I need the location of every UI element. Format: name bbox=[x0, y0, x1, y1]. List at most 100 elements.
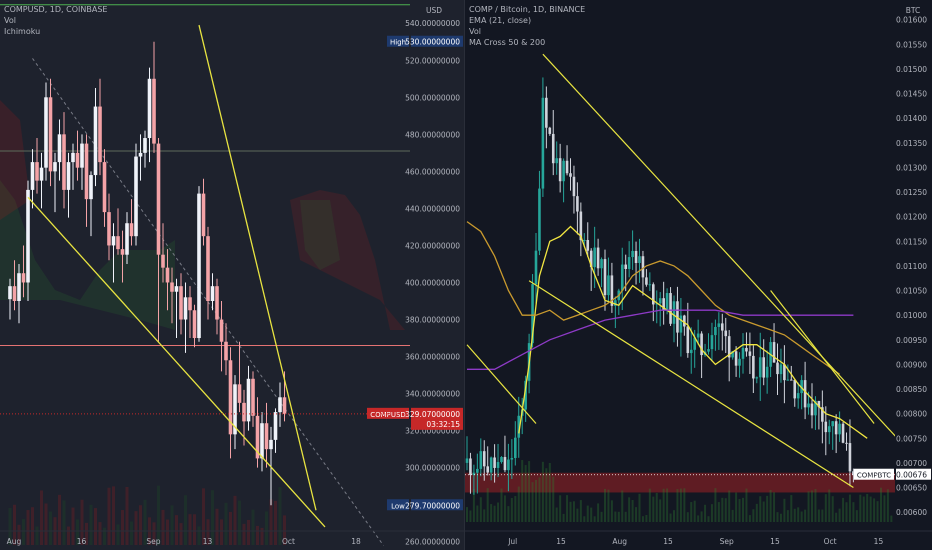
candle-body bbox=[548, 127, 552, 134]
candle-body bbox=[482, 451, 486, 467]
volume-bar bbox=[628, 497, 631, 522]
x-tick-label: Sep bbox=[720, 537, 734, 546]
x-tick-label: Oct bbox=[824, 537, 837, 546]
candle bbox=[710, 322, 714, 362]
candle-body bbox=[489, 457, 493, 473]
volume-bar bbox=[838, 508, 841, 522]
candle bbox=[707, 333, 710, 355]
candle bbox=[555, 141, 558, 175]
left-legend-vol[interactable]: Vol bbox=[4, 16, 16, 25]
left-chart-panel[interactable]: 260.00000000280.00000000300.00000000320.… bbox=[0, 0, 464, 550]
candle bbox=[75, 130, 80, 181]
candle-body bbox=[579, 211, 583, 241]
candle bbox=[39, 152, 44, 209]
candle-body bbox=[125, 223, 129, 255]
right-legend-ema[interactable]: EMA (21, close) bbox=[469, 16, 532, 25]
volume-bar bbox=[869, 496, 872, 522]
volume-bar bbox=[593, 516, 596, 522]
candle-body bbox=[714, 326, 717, 336]
candle bbox=[26, 180, 30, 301]
candle-body bbox=[607, 275, 610, 296]
volume-bar bbox=[638, 493, 641, 522]
volume-bar bbox=[26, 510, 30, 545]
candle-body bbox=[686, 326, 690, 354]
volume-bar bbox=[752, 509, 755, 522]
candle bbox=[93, 88, 98, 187]
candle bbox=[107, 193, 111, 261]
volume-bar bbox=[669, 513, 672, 522]
candle bbox=[724, 317, 728, 353]
candle-body bbox=[66, 162, 71, 190]
candle-body bbox=[803, 380, 807, 408]
candle-body bbox=[603, 259, 607, 296]
left-legend-symbol[interactable]: COMPUSD, 1D, COINBASE bbox=[4, 5, 108, 14]
volume-bar bbox=[283, 515, 286, 545]
candle-body bbox=[731, 351, 734, 358]
volume-bar bbox=[572, 501, 575, 522]
candle bbox=[57, 119, 62, 181]
candle-body bbox=[269, 439, 273, 450]
candle-body bbox=[683, 315, 686, 327]
panel-divider[interactable] bbox=[464, 0, 465, 550]
y-tick-label: 0.00800 bbox=[896, 410, 927, 419]
candle-body bbox=[662, 298, 665, 310]
candle bbox=[129, 199, 134, 246]
volume-bar bbox=[873, 498, 876, 522]
volume-bar bbox=[260, 527, 264, 545]
candle-body bbox=[143, 138, 147, 153]
candle-body bbox=[541, 97, 545, 189]
candle-body bbox=[634, 250, 638, 263]
candle-body bbox=[672, 301, 676, 324]
candle-body bbox=[44, 97, 48, 168]
volume-bar bbox=[600, 511, 603, 522]
candle bbox=[273, 408, 278, 453]
volume-bar bbox=[886, 489, 889, 522]
volume-bar bbox=[94, 508, 97, 545]
currency-label: BTC bbox=[906, 6, 921, 15]
candle-body bbox=[246, 378, 251, 422]
right-legend-symbol[interactable]: COMP / Bitcoin, 1D, BINANCE bbox=[469, 5, 586, 14]
y-tick-label: 500.00000000 bbox=[405, 93, 460, 102]
volume-bar bbox=[766, 495, 769, 522]
candle bbox=[627, 241, 631, 278]
candle-body bbox=[12, 286, 17, 301]
right-chart[interactable]: 0.00600 0.00650 0.00700 0.00750 0.00800 0.008… bbox=[465, 0, 932, 550]
volume-bar bbox=[103, 527, 106, 545]
candle bbox=[741, 333, 745, 374]
right-legend-vol[interactable]: Vol bbox=[469, 27, 481, 36]
volume-bar bbox=[607, 489, 610, 522]
candle bbox=[465, 436, 469, 471]
volume-bar bbox=[759, 496, 762, 522]
right-legend-ma-cross[interactable]: MA Cross 50 & 200 bbox=[469, 38, 546, 47]
right-chart-panel[interactable]: 0.00600 0.00650 0.00700 0.00750 0.00800 0.008… bbox=[465, 0, 932, 550]
candle-body bbox=[147, 78, 152, 139]
volume-bar bbox=[621, 490, 624, 522]
left-legend-ichimoku[interactable]: Ichimoku bbox=[4, 27, 41, 36]
candle-body bbox=[129, 223, 134, 237]
y-tick-label: 0.01600 bbox=[896, 16, 927, 25]
volume-bar bbox=[490, 504, 493, 522]
low-value-bg bbox=[411, 499, 463, 511]
candle bbox=[71, 143, 75, 190]
candle bbox=[206, 226, 210, 320]
left-chart[interactable]: 260.00000000280.00000000300.00000000320.… bbox=[0, 0, 464, 550]
y-tick-label: 360.00000000 bbox=[405, 353, 460, 362]
high-value-bg bbox=[411, 35, 463, 47]
volume-bar bbox=[524, 465, 527, 522]
candle bbox=[179, 273, 183, 335]
candle bbox=[689, 327, 693, 374]
candle bbox=[765, 350, 769, 394]
volume-bar bbox=[710, 504, 713, 522]
volume-bar bbox=[466, 507, 468, 522]
candle bbox=[810, 383, 814, 429]
candle-body bbox=[810, 403, 814, 416]
candle bbox=[48, 78, 53, 187]
candle-body bbox=[600, 259, 603, 269]
symbol-tag: COMPUSD bbox=[370, 411, 406, 419]
y-tick-label: 400.00000000 bbox=[405, 278, 460, 287]
volume-bar bbox=[562, 513, 565, 522]
candle-body bbox=[57, 134, 62, 163]
y-tick-label: 0.01100 bbox=[896, 262, 927, 271]
volume-bar bbox=[697, 515, 700, 522]
candle-body bbox=[514, 437, 517, 459]
